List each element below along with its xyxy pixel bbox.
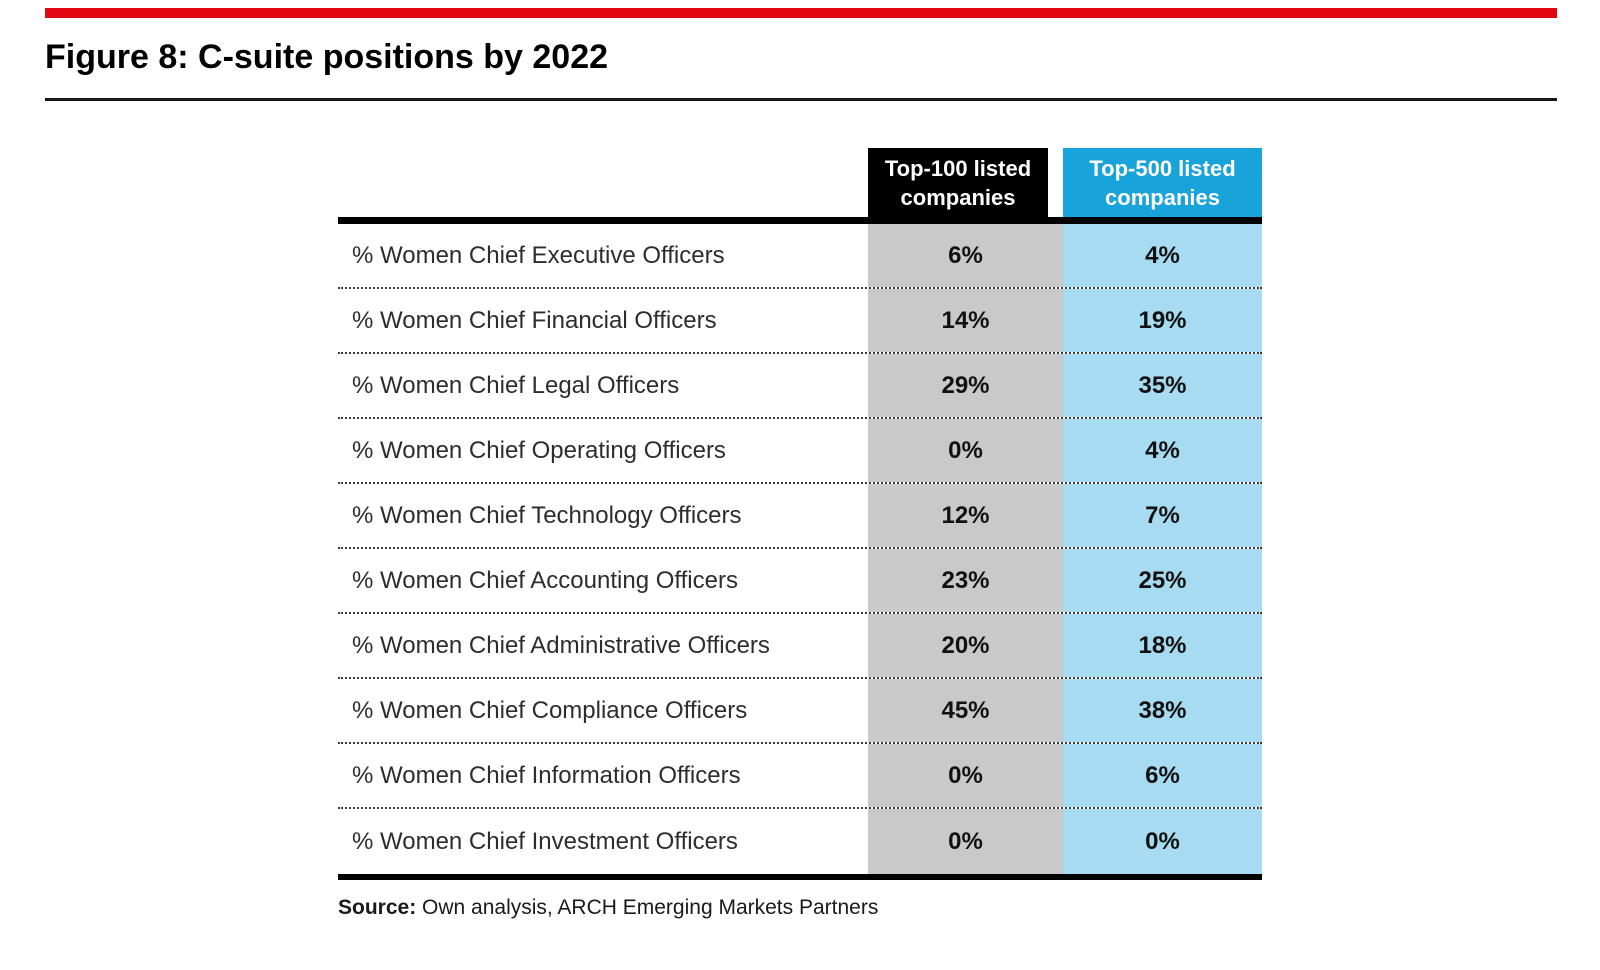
value-top500: 4%: [1063, 419, 1262, 482]
title-divider-rule: [45, 98, 1557, 101]
value-top100: 23%: [868, 549, 1063, 612]
value-top100: 0%: [868, 744, 1063, 807]
column-header-top500: Top-500 listed companies: [1063, 148, 1262, 217]
value-top100: 0%: [868, 809, 1063, 874]
row-label: % Women Chief Financial Officers: [352, 306, 717, 334]
table-body: % Women Chief Executive Officers 6% 4% %…: [338, 217, 1262, 880]
value-top500: 18%: [1063, 614, 1262, 677]
value-top100: 20%: [868, 614, 1063, 677]
value-top100: 45%: [868, 679, 1063, 742]
header-gap: [1048, 148, 1063, 217]
row-label: % Women Chief Operating Officers: [352, 436, 726, 464]
value-top500: 38%: [1063, 679, 1262, 742]
top-accent-bar: [45, 8, 1557, 18]
value-top100: 14%: [868, 289, 1063, 352]
table-row: % Women Chief Administrative Officers 20…: [338, 614, 1262, 679]
row-label: % Women Chief Technology Officers: [352, 501, 742, 529]
table-header-row: Top-100 listed companies Top-500 listed …: [338, 148, 1262, 217]
column-header-top100: Top-100 listed companies: [868, 148, 1048, 217]
value-top100: 29%: [868, 354, 1063, 417]
value-top500: 4%: [1063, 224, 1262, 287]
source-text: Own analysis, ARCH Emerging Markets Part…: [416, 896, 879, 919]
row-label: % Women Chief Accounting Officers: [352, 566, 738, 594]
table-row: % Women Chief Accounting Officers 23% 25…: [338, 549, 1262, 614]
value-top500: 0%: [1063, 809, 1262, 874]
value-top100: 12%: [868, 484, 1063, 547]
table-row: % Women Chief Investment Officers 0% 0%: [338, 809, 1262, 874]
row-label: % Women Chief Executive Officers: [352, 241, 725, 269]
value-top500: 35%: [1063, 354, 1262, 417]
value-top100: 0%: [868, 419, 1063, 482]
value-top500: 19%: [1063, 289, 1262, 352]
table-row: % Women Chief Operating Officers 0% 4%: [338, 419, 1262, 484]
table-row: % Women Chief Information Officers 0% 6%: [338, 744, 1262, 809]
source-line: Source: Own analysis, ARCH Emerging Mark…: [338, 896, 878, 920]
table-row: % Women Chief Financial Officers 14% 19%: [338, 289, 1262, 354]
value-top500: 25%: [1063, 549, 1262, 612]
row-label: % Women Chief Information Officers: [352, 761, 741, 789]
table-row: % Women Chief Technology Officers 12% 7%: [338, 484, 1262, 549]
row-label: % Women Chief Administrative Officers: [352, 631, 770, 659]
table-row: % Women Chief Legal Officers 29% 35%: [338, 354, 1262, 419]
csuite-table: Top-100 listed companies Top-500 listed …: [338, 148, 1262, 880]
row-label: % Women Chief Compliance Officers: [352, 696, 748, 724]
header-spacer: [338, 148, 868, 217]
value-top500: 6%: [1063, 744, 1262, 807]
value-top100: 6%: [868, 224, 1063, 287]
row-label: % Women Chief Investment Officers: [352, 827, 738, 855]
row-label: % Women Chief Legal Officers: [352, 371, 680, 399]
table-row: % Women Chief Compliance Officers 45% 38…: [338, 679, 1262, 744]
source-label: Source:: [338, 896, 417, 919]
figure-title: Figure 8: C-suite positions by 2022: [45, 38, 609, 76]
table-row: % Women Chief Executive Officers 6% 4%: [338, 224, 1262, 289]
value-top500: 7%: [1063, 484, 1262, 547]
